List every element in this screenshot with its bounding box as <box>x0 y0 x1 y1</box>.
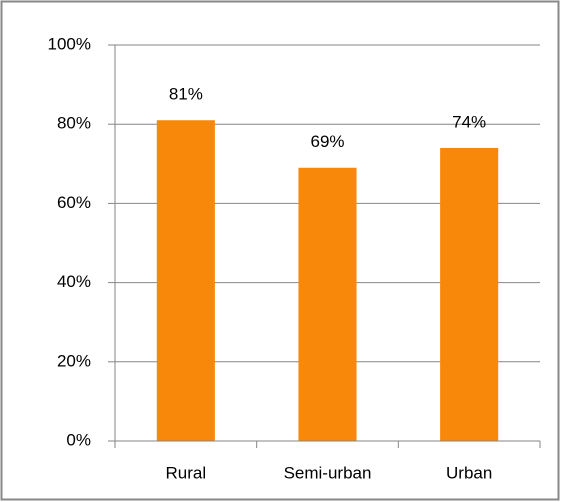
data-label: 69% <box>310 132 344 151</box>
y-tick-label: 60% <box>57 193 91 212</box>
bar <box>156 120 215 442</box>
y-tick-label: 100% <box>48 34 91 53</box>
bar <box>440 147 499 441</box>
data-label: 81% <box>169 85 203 104</box>
x-tick-label: Semi-urban <box>284 463 372 482</box>
y-tick-label: 40% <box>57 272 91 291</box>
y-tick-label: 0% <box>66 430 91 449</box>
y-tick-label: 80% <box>57 114 91 133</box>
x-tick-label: Rural <box>166 463 207 482</box>
data-label: 74% <box>452 112 486 131</box>
x-tick-label: Urban <box>446 463 492 482</box>
y-tick-label: 20% <box>57 351 91 370</box>
bar <box>298 167 357 441</box>
